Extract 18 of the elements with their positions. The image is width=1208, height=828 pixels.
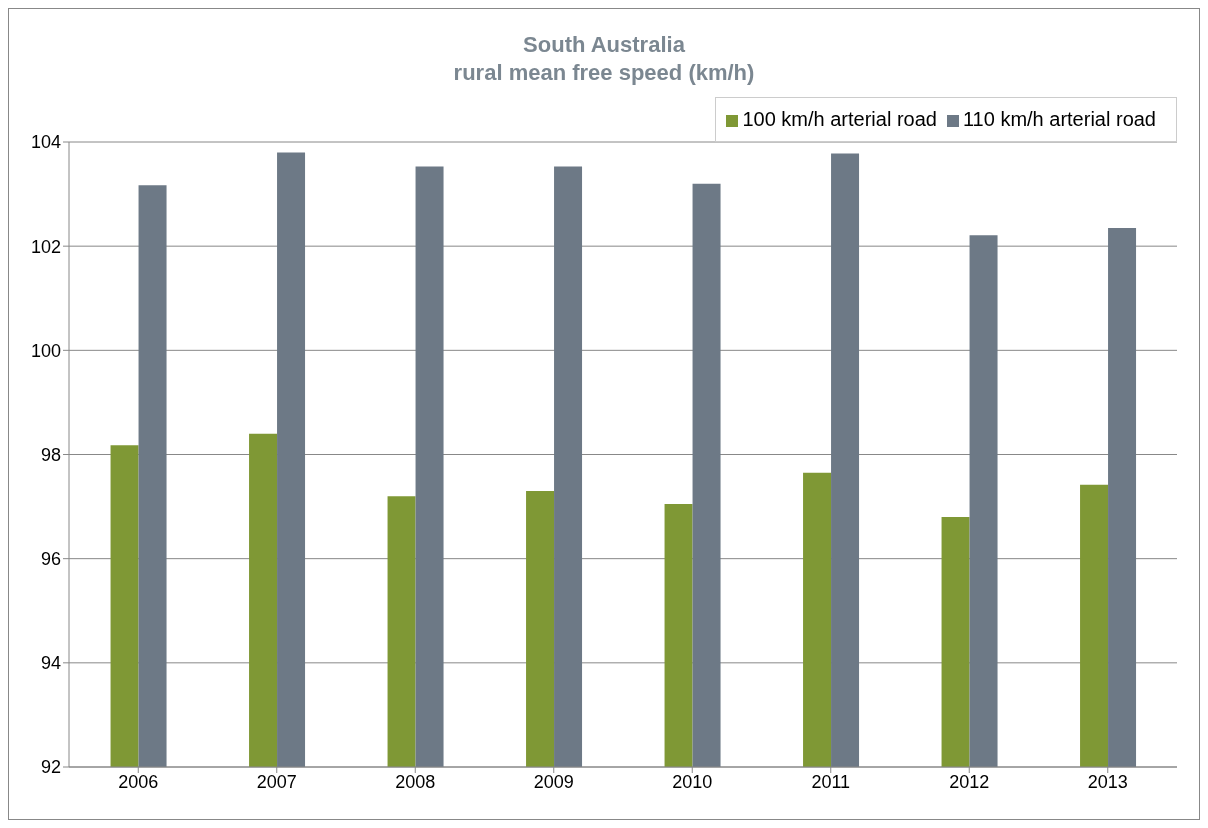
legend-label: 110 km/h arterial road: [962, 108, 1156, 130]
x-tick-label: 2013: [1087, 771, 1128, 792]
x-tick-label: 2012: [949, 771, 990, 792]
y-tick-label: 98: [40, 444, 61, 465]
x-tick-label: 2007: [256, 771, 297, 792]
y-tick-label: 92: [40, 757, 61, 778]
legend-label: 100 km/h arterial road: [742, 108, 937, 130]
chart-title: South Australia rural mean free speed (km/h): [452, 31, 756, 87]
x-tick-label: 2011: [811, 771, 851, 792]
y-tick-label: 102: [30, 236, 61, 257]
y-tick-label: 94: [40, 653, 61, 674]
x-tick-label: 2006: [118, 771, 159, 792]
x-tick-label: 2010: [672, 771, 713, 792]
y-tick-label: 96: [40, 549, 61, 570]
x-tick-label: 2008: [395, 771, 436, 792]
x-tick-label: 2009: [533, 771, 574, 792]
y-tick-label: 100: [30, 340, 61, 361]
y-tick-label: 104: [30, 132, 61, 153]
